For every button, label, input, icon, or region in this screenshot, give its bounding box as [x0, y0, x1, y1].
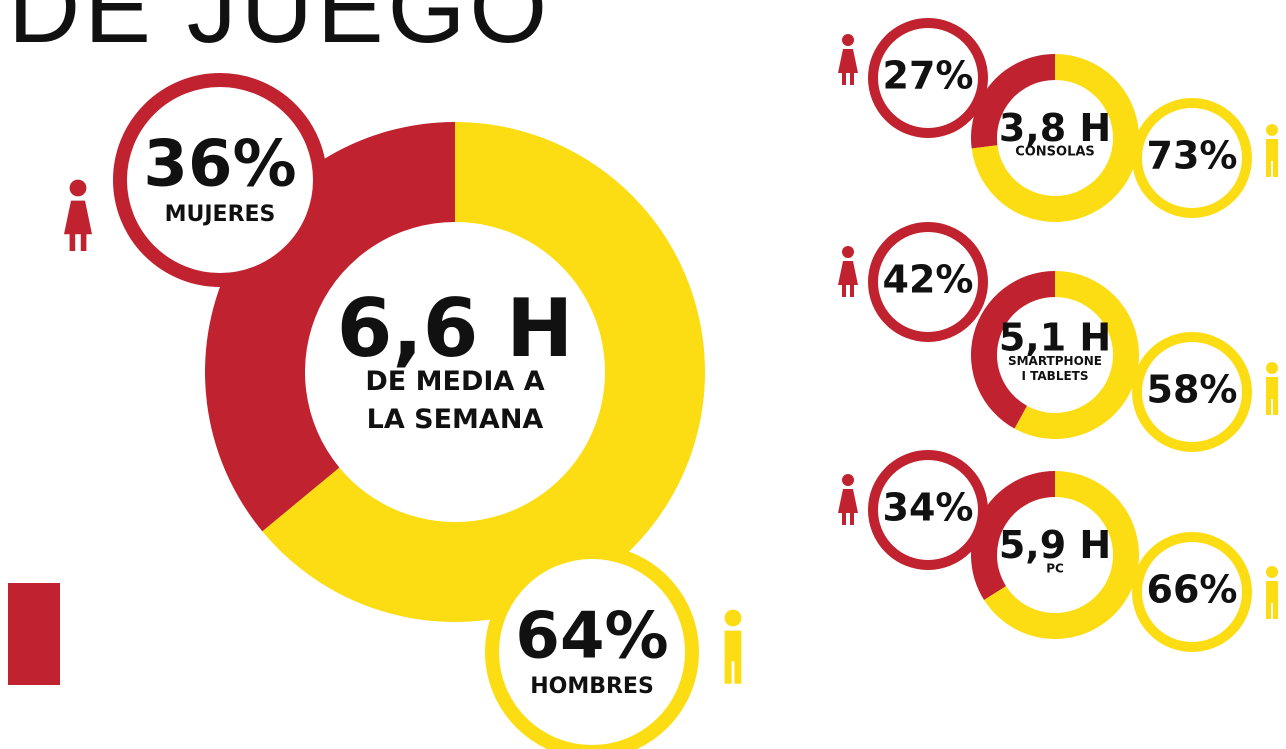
bubble	[1132, 98, 1252, 218]
bubble	[1132, 332, 1252, 452]
slice	[1014, 271, 1139, 439]
male-icon	[1266, 566, 1278, 578]
male-icon	[1266, 139, 1278, 177]
title: DE JUEGO	[8, 0, 551, 64]
slice	[984, 471, 1139, 639]
center-label: CONSOLAS	[1015, 145, 1095, 160]
male-icon	[724, 630, 742, 684]
slice	[262, 122, 705, 622]
slice	[971, 54, 1140, 222]
center-value: 5,1 H	[999, 316, 1111, 360]
male-icon	[1266, 362, 1278, 374]
bubble	[485, 545, 699, 749]
female-icon	[69, 179, 87, 197]
bubble	[868, 222, 988, 342]
bubble	[868, 18, 988, 138]
center-label: DE MEDIA A	[365, 366, 544, 397]
bubble	[1132, 532, 1252, 652]
female-icon	[842, 246, 854, 258]
percent-label: 64%	[515, 600, 668, 674]
center-value: 6,6 H	[337, 282, 574, 375]
male-icon	[1266, 581, 1278, 619]
percent-label: 58%	[1147, 368, 1238, 412]
female-icon	[64, 200, 92, 251]
center-label: SMARTPHONE	[1008, 354, 1102, 368]
center-label: I TABLETS	[1021, 369, 1088, 383]
slice	[971, 53, 1055, 149]
center-label: LA SEMANA	[367, 404, 544, 435]
category-label: HOMBRES	[530, 674, 654, 699]
slice	[971, 471, 1055, 601]
female-icon	[838, 49, 858, 85]
percent-label: 27%	[883, 54, 974, 98]
male-icon	[1266, 377, 1278, 415]
center-label: PC	[1046, 562, 1064, 576]
male-icon	[1266, 124, 1278, 136]
percent-label: 73%	[1147, 134, 1238, 178]
bubble	[868, 450, 988, 570]
center-value: 5,9 H	[999, 523, 1111, 567]
female-icon	[842, 474, 854, 486]
female-icon	[838, 261, 858, 297]
female-icon	[842, 34, 854, 46]
center-value: 3,8 H	[999, 106, 1111, 150]
percent-label: 36%	[143, 128, 296, 202]
bubble	[113, 73, 327, 287]
decor-block	[8, 583, 60, 685]
slice	[970, 271, 1055, 429]
category-label: MUJERES	[165, 202, 276, 227]
female-icon	[838, 489, 858, 525]
percent-label: 34%	[883, 486, 974, 530]
percent-label: 42%	[883, 258, 974, 302]
percent-label: 66%	[1147, 568, 1238, 612]
male-icon	[724, 609, 742, 627]
